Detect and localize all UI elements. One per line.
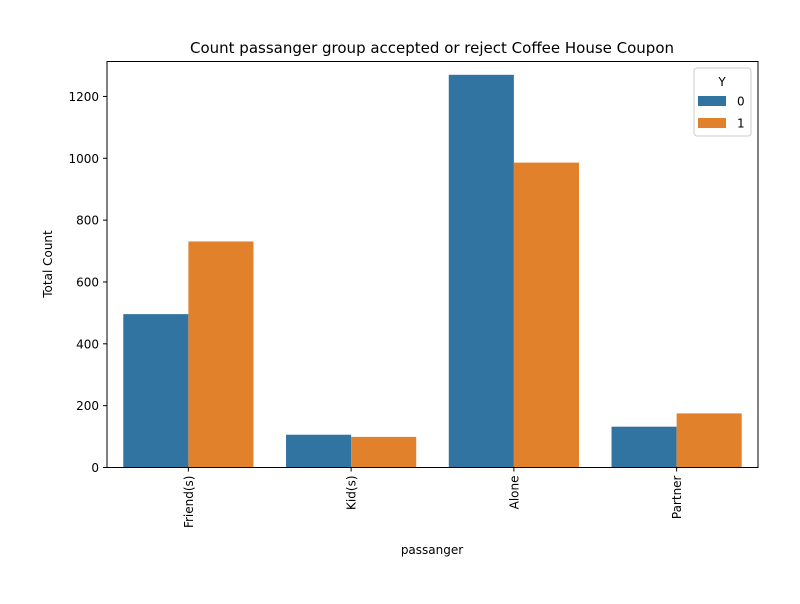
bar-friend-s-1 — [188, 241, 254, 468]
y-tick-label: 200 — [76, 399, 99, 413]
y-axis: 0 200 400 600 800 1000 1200 — [68, 90, 107, 475]
x-tick-label-alone: Alone — [507, 476, 521, 510]
plot-frame — [106, 61, 759, 468]
legend-title: Y — [717, 75, 726, 89]
bar-partner-1 — [676, 413, 742, 468]
x-axis: Friend(s) Kid(s) Alone Partner — [182, 467, 684, 529]
legend: Y 01 — [693, 67, 752, 137]
legend-swatch-1 — [698, 118, 726, 128]
bars-layer — [123, 74, 742, 468]
bar-kid-s-1 — [351, 436, 417, 468]
y-tick-label: 600 — [76, 275, 99, 289]
legend-swatch-0 — [698, 96, 726, 106]
bar-partner-0 — [611, 426, 677, 468]
legend-items: 01 — [698, 95, 745, 131]
bar-kid-s-0 — [286, 434, 352, 468]
y-tick-label: 0 — [91, 461, 99, 475]
legend-label-1: 1 — [737, 117, 745, 131]
y-tick-label: 400 — [76, 337, 99, 351]
legend-label-0: 0 — [737, 95, 745, 109]
y-tick-label: 1000 — [68, 152, 99, 166]
chart-title: Count passanger group accepted or reject… — [190, 39, 674, 57]
y-tick-label: 800 — [76, 214, 99, 228]
x-tick-label-friend-s: Friend(s) — [182, 476, 196, 529]
y-tick-label: 1200 — [68, 90, 99, 104]
x-tick-label-partner: Partner — [670, 475, 684, 519]
bar-alone-0 — [448, 74, 514, 468]
x-axis-label: passanger — [401, 543, 463, 557]
x-tick-label-kid-s: Kid(s) — [345, 476, 359, 510]
bar-alone-1 — [513, 162, 579, 468]
bar-friend-s-0 — [123, 314, 189, 468]
y-axis-label: Total Count — [41, 230, 55, 299]
